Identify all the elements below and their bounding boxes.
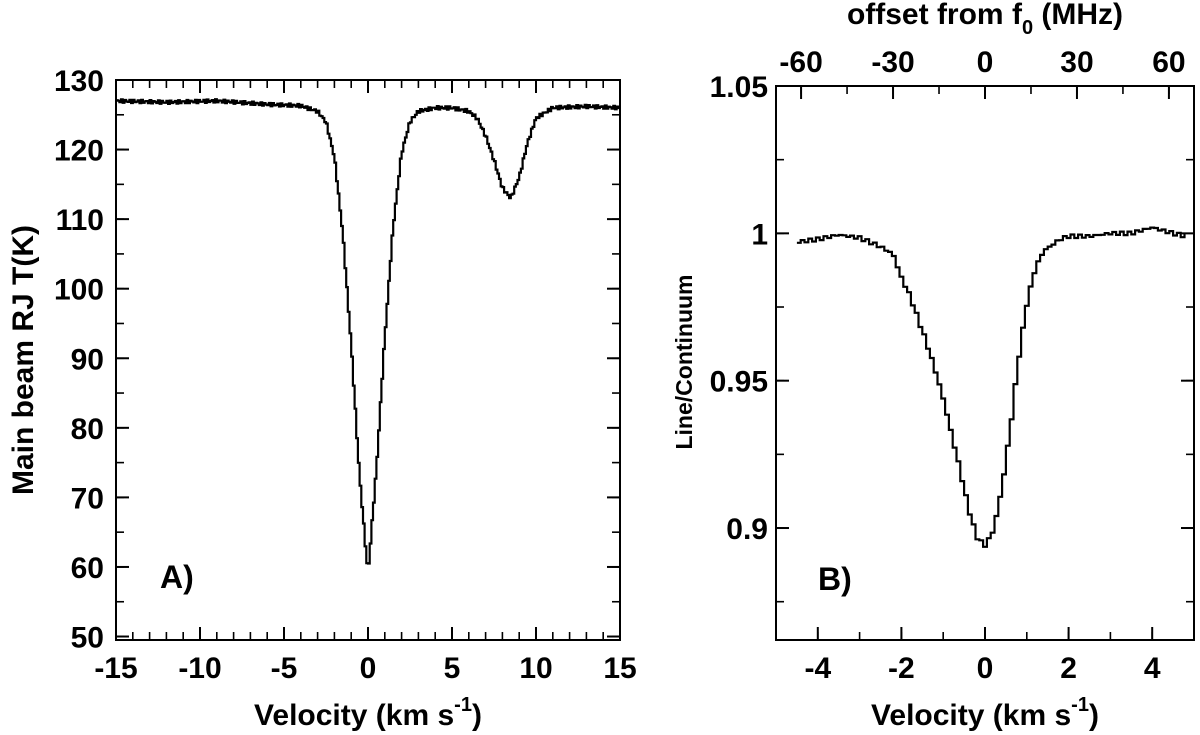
panel-a-x-tick-label: 0 <box>360 652 377 685</box>
panel-b-frame <box>775 85 1195 641</box>
panel-a-x-tick-label: -10 <box>178 652 221 685</box>
panel-a-x-tick-label: 5 <box>444 652 461 685</box>
panel-b-y-tick-label: 1.05 <box>710 71 768 104</box>
panel-b-x-tick-label: -4 <box>804 652 831 685</box>
panel-b-x-axis-title-close: ) <box>1089 699 1099 732</box>
panel-b-spectrum-line <box>796 226 1186 548</box>
panel-b-x-tick-label: 4 <box>1144 652 1161 685</box>
panel-a-x-tick-label: 15 <box>603 652 636 685</box>
panel-b-axes: -4 -2 0 2 4 0.9 0.95 1 1.05 -60 -30 0 30 60 <box>710 46 1195 685</box>
panel-b-x-axis-title: Velocity (km s-1) <box>871 694 1099 732</box>
panel-a-y-axis-title: Main beam RJ T(K) <box>7 225 40 495</box>
panel-a-x-tick-label: -5 <box>271 652 298 685</box>
panel-b-y-tick-label: 1 <box>751 218 768 251</box>
panel-b-top-axis-title: offset from f0 (MHz) <box>847 0 1123 39</box>
panel-b-y-axis-title: Line/Continuum <box>671 274 697 449</box>
panel-a-y-tick-label: 130 <box>54 65 104 98</box>
panel-b-x2-tick-label: 30 <box>1060 46 1093 79</box>
panel-b-x-axis-title-sup: -1 <box>1071 694 1089 716</box>
panel-b-x2-tick-label: 0 <box>977 46 994 79</box>
panel-b-x-axis-title-main: Velocity (km s <box>871 699 1071 732</box>
panel-a-label: A) <box>160 559 194 595</box>
panel-b-x-tick-label: -2 <box>888 652 915 685</box>
panel-a-y-tick-label: 90 <box>71 343 104 376</box>
panel-a-x-axis-title: Velocity (km s-1) <box>254 694 482 732</box>
panel-a-x-tick-label: -15 <box>94 652 137 685</box>
panel-b-x-tick-label: 2 <box>1060 652 1077 685</box>
panel-a-axes: -15 -10 -5 0 5 10 15 50 60 70 80 90 100 110 120 130 <box>54 65 637 685</box>
panel-a-x-axis-title-sup: -1 <box>454 694 472 716</box>
panel-b-top-axis-title-main: offset from f <box>847 0 1023 31</box>
panel-a-y-tick-label: 70 <box>71 482 104 515</box>
panel-a-frame <box>115 79 621 641</box>
panel-a-y-tick-label: 120 <box>54 135 104 168</box>
panel-a-x-axis-title-main: Velocity (km s <box>254 699 454 732</box>
panel-b-top-axis-title-close: (MHz) <box>1033 0 1123 31</box>
panel-a-y-tick-label: 50 <box>71 622 104 655</box>
panel-b-x2-tick-label: -60 <box>779 46 822 79</box>
panel-b-x2-tick-label: -30 <box>871 46 914 79</box>
panel-b-y-tick-label: 0.95 <box>710 366 768 399</box>
panel-a-y-tick-label: 60 <box>71 552 104 585</box>
panel-b-top-axis-title-sub: 0 <box>1022 17 1033 39</box>
panel-a-spectrum-line <box>116 98 620 565</box>
panel-a-x-tick-label: 10 <box>519 652 552 685</box>
panel-b: -4 -2 0 2 4 0.9 0.95 1 1.05 -60 -30 0 30 60 B) Line/C… <box>671 0 1195 732</box>
panel-a-x-axis-title-close: ) <box>472 699 482 732</box>
panel-b-x2-tick-label: 60 <box>1152 46 1185 79</box>
panel-b-x-tick-label: 0 <box>977 652 994 685</box>
panel-a-y-tick-label: 110 <box>56 204 104 237</box>
panel-b-y-tick-label: 0.9 <box>726 513 768 546</box>
panel-b-label: B) <box>818 561 852 597</box>
panel-a-y-tick-label: 100 <box>54 274 104 307</box>
panel-a-y-tick-label: 80 <box>71 413 104 446</box>
